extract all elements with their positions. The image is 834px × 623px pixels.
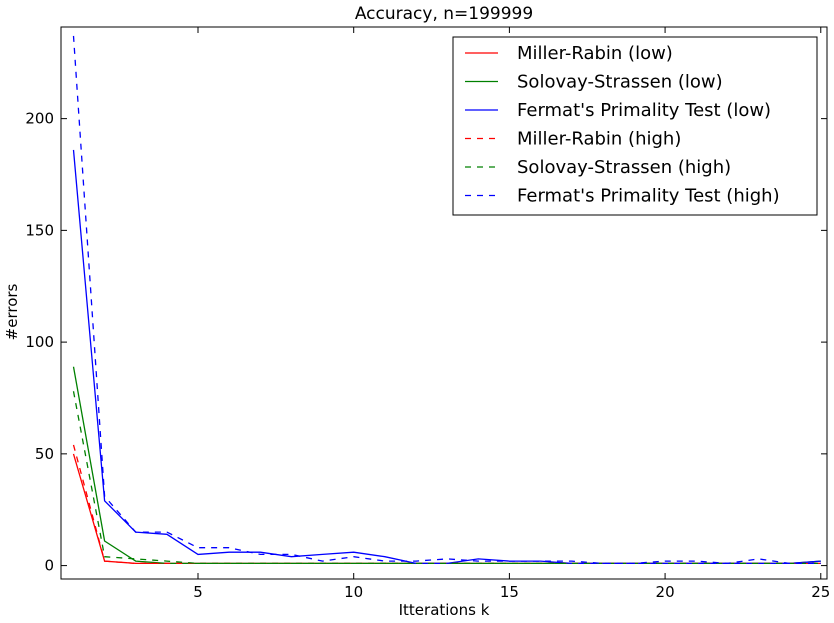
- plot-frame: [60, 26, 828, 580]
- legend-label: Miller-Rabin (high): [517, 129, 681, 150]
- legend-box: [452, 36, 818, 216]
- legend-label: Fermat's Primality Test (low): [517, 100, 771, 121]
- y-tick-label: 200: [25, 110, 54, 128]
- x-axis-label: Itterations k: [399, 601, 490, 619]
- legend-label: Solovay-Strassen (high): [517, 157, 731, 178]
- legend-label: Miller-Rabin (low): [517, 43, 673, 64]
- legend-label: Solovay-Strassen (low): [517, 72, 723, 93]
- y-tick-label: 0: [44, 557, 54, 575]
- y-tick-label: 100: [25, 333, 54, 351]
- x-tick-label: 5: [193, 583, 203, 601]
- x-tick-label: 10: [344, 583, 363, 601]
- x-tick-label: 20: [656, 583, 675, 601]
- y-tick-label: 50: [35, 445, 54, 463]
- legend-label: Fermat's Primality Test (high): [517, 186, 780, 207]
- chart-title: Accuracy, n=199999: [355, 4, 533, 24]
- y-axis-label: #errors: [3, 283, 21, 340]
- y-tick-label: 150: [25, 221, 54, 239]
- series-line-5: [72, 391, 821, 565]
- series-line-2: [72, 366, 821, 565]
- x-tick-label: 15: [500, 583, 519, 601]
- x-tick-label: 25: [811, 583, 830, 601]
